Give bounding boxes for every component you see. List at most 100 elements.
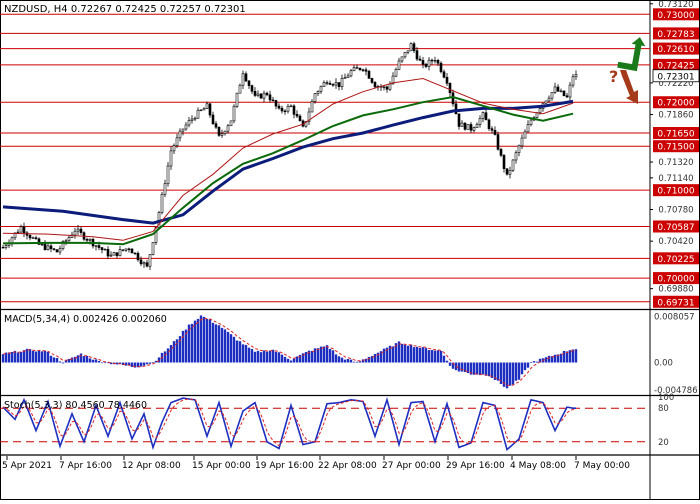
macd-bar bbox=[46, 352, 50, 363]
candle-body bbox=[151, 242, 155, 255]
candle-body bbox=[490, 128, 494, 131]
macd-bar bbox=[325, 345, 329, 363]
macd-bar bbox=[178, 336, 182, 363]
question-mark-icon: ? bbox=[609, 67, 618, 86]
macd-bar bbox=[550, 356, 554, 363]
candle-body bbox=[415, 50, 419, 60]
macd-bar bbox=[526, 362, 530, 368]
price-tick-label: 0.70420 bbox=[658, 237, 693, 247]
current-price-box bbox=[652, 69, 700, 83]
candle-body bbox=[430, 59, 434, 62]
candle-body bbox=[472, 127, 476, 131]
macd-bar bbox=[538, 358, 542, 363]
candle-body bbox=[244, 73, 248, 82]
macd-bar bbox=[499, 362, 503, 385]
macd-bar bbox=[565, 351, 569, 363]
price-tick-label: 0.71140 bbox=[658, 174, 693, 184]
candle-body bbox=[271, 99, 275, 102]
macd-bar bbox=[532, 361, 536, 363]
macd-bar bbox=[544, 357, 548, 363]
macd-bar bbox=[193, 320, 197, 363]
candle-body bbox=[463, 122, 467, 130]
level-label-bg bbox=[653, 184, 699, 197]
macd-bar bbox=[340, 357, 344, 363]
candle-body bbox=[67, 237, 71, 242]
candle-body bbox=[433, 60, 437, 62]
candle-body bbox=[496, 134, 500, 150]
candle-body bbox=[274, 100, 278, 107]
candle-body bbox=[112, 252, 116, 256]
level-label: 0.72610 bbox=[657, 45, 694, 55]
candle-body bbox=[529, 119, 533, 125]
candle-body bbox=[385, 86, 389, 90]
macd-bar bbox=[439, 350, 443, 363]
macd-bar bbox=[214, 324, 218, 363]
macd-bar bbox=[85, 355, 89, 363]
candle-body bbox=[109, 254, 113, 257]
macd-bar bbox=[244, 344, 248, 363]
candle-body bbox=[553, 86, 557, 93]
candle-body bbox=[199, 109, 203, 112]
macd-bar bbox=[298, 354, 302, 363]
macd-bar bbox=[568, 350, 572, 363]
candle-body bbox=[367, 70, 371, 79]
macd-bar bbox=[67, 358, 71, 363]
candle-body bbox=[424, 63, 428, 67]
macd-bar bbox=[448, 362, 452, 366]
macd-bar bbox=[391, 346, 395, 363]
macd-bar bbox=[22, 350, 26, 363]
macd-bar bbox=[163, 351, 167, 363]
candle-body bbox=[364, 69, 368, 72]
candle-body bbox=[13, 232, 17, 239]
price-axis: 0.73000 0.72783 0.72610 0.72425 0.72000 0.716… bbox=[650, 0, 700, 308]
macd-bar bbox=[88, 358, 92, 363]
level-label: 0.71000 bbox=[657, 187, 694, 197]
candle-body bbox=[205, 103, 209, 109]
price-tick-label: 0.73120 bbox=[658, 0, 693, 10]
macd-bar bbox=[229, 334, 233, 363]
candle-body bbox=[298, 115, 302, 122]
candle-body bbox=[346, 75, 350, 78]
candle-body bbox=[466, 124, 470, 130]
macd-bar bbox=[535, 361, 539, 363]
level-label-bg bbox=[653, 96, 699, 109]
macd-bar bbox=[379, 351, 383, 363]
down-arrow-icon bbox=[620, 70, 638, 104]
macd-bar bbox=[493, 362, 497, 381]
candle-body bbox=[247, 80, 251, 86]
candle-body bbox=[169, 150, 173, 167]
level-label: 0.71650 bbox=[657, 130, 694, 140]
macd-bar bbox=[106, 362, 110, 364]
candle-body bbox=[418, 58, 422, 61]
macd-bar bbox=[79, 353, 83, 363]
candle-body bbox=[280, 107, 284, 112]
macd-bar bbox=[442, 355, 446, 363]
candle-body bbox=[448, 83, 452, 94]
macd-bar bbox=[52, 357, 56, 363]
candle-body bbox=[361, 69, 365, 71]
candle-body bbox=[355, 67, 359, 69]
macd-bar bbox=[268, 350, 272, 363]
candle-body bbox=[136, 253, 140, 261]
candle-body bbox=[250, 85, 254, 92]
candle-body bbox=[190, 118, 194, 121]
macd-bar bbox=[331, 350, 335, 363]
candle-body bbox=[406, 50, 410, 53]
macd-bar bbox=[172, 341, 176, 363]
macd-bar bbox=[376, 352, 380, 363]
candle-body bbox=[265, 92, 269, 96]
candle-body bbox=[142, 262, 146, 265]
macd-bar bbox=[184, 329, 188, 363]
macd-bar bbox=[430, 350, 434, 363]
stoch-tick-label: 20 bbox=[658, 438, 669, 448]
candle-body bbox=[343, 77, 347, 79]
level-label: 0.72000 bbox=[657, 99, 694, 109]
candle-body bbox=[217, 126, 221, 136]
candle-body bbox=[31, 237, 35, 239]
macd-bar bbox=[382, 348, 386, 363]
macd-bar bbox=[400, 343, 404, 363]
macd-bar bbox=[109, 362, 113, 365]
macd-bar bbox=[145, 362, 149, 365]
